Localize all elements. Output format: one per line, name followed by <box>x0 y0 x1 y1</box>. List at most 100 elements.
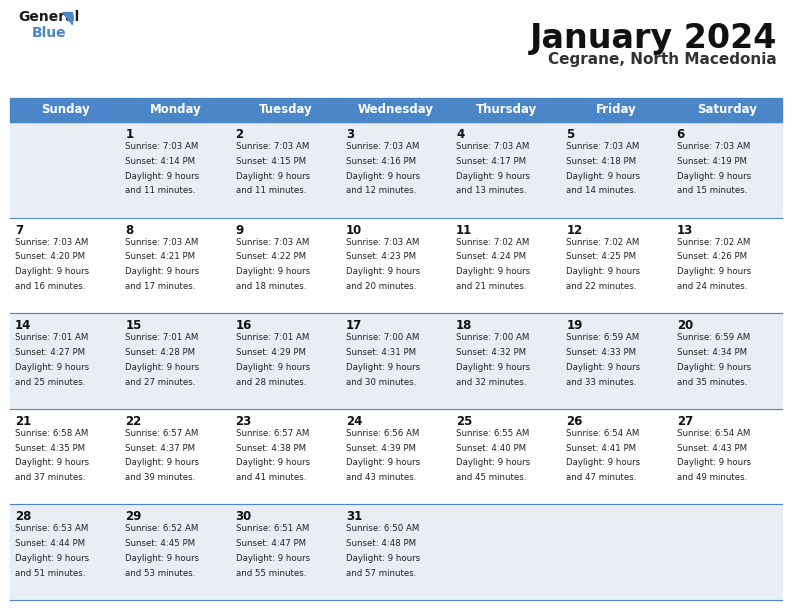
Text: and 51 minutes.: and 51 minutes. <box>15 569 86 578</box>
Text: Sunset: 4:19 PM: Sunset: 4:19 PM <box>676 157 747 166</box>
Text: Sunrise: 7:03 AM: Sunrise: 7:03 AM <box>456 142 530 151</box>
Text: Sunrise: 7:03 AM: Sunrise: 7:03 AM <box>235 142 309 151</box>
Text: 14: 14 <box>15 319 32 332</box>
Text: Sunrise: 7:00 AM: Sunrise: 7:00 AM <box>456 333 530 342</box>
Text: 19: 19 <box>566 319 583 332</box>
Text: 22: 22 <box>125 415 142 428</box>
Text: Daylight: 9 hours: Daylight: 9 hours <box>125 363 200 372</box>
Text: Sunset: 4:26 PM: Sunset: 4:26 PM <box>676 252 747 261</box>
Text: Sunset: 4:16 PM: Sunset: 4:16 PM <box>346 157 416 166</box>
Text: Daylight: 9 hours: Daylight: 9 hours <box>456 171 531 181</box>
Text: Daylight: 9 hours: Daylight: 9 hours <box>235 458 310 468</box>
Text: Sunrise: 6:59 AM: Sunrise: 6:59 AM <box>676 333 750 342</box>
Text: and 35 minutes.: and 35 minutes. <box>676 378 747 387</box>
Text: and 55 minutes.: and 55 minutes. <box>235 569 306 578</box>
Text: and 32 minutes.: and 32 minutes. <box>456 378 527 387</box>
Text: Sunrise: 7:01 AM: Sunrise: 7:01 AM <box>235 333 309 342</box>
Text: Sunrise: 6:59 AM: Sunrise: 6:59 AM <box>566 333 640 342</box>
Text: 23: 23 <box>235 415 252 428</box>
Text: 8: 8 <box>125 223 134 237</box>
Text: 13: 13 <box>676 223 693 237</box>
Text: Sunrise: 6:57 AM: Sunrise: 6:57 AM <box>235 429 309 438</box>
Text: Thursday: Thursday <box>476 103 537 116</box>
Text: and 12 minutes.: and 12 minutes. <box>346 187 417 195</box>
Text: Daylight: 9 hours: Daylight: 9 hours <box>125 267 200 276</box>
Text: Sunset: 4:44 PM: Sunset: 4:44 PM <box>15 539 85 548</box>
Bar <box>10 98 782 122</box>
Text: Sunset: 4:17 PM: Sunset: 4:17 PM <box>456 157 526 166</box>
Text: Sunrise: 6:58 AM: Sunrise: 6:58 AM <box>15 429 89 438</box>
Text: Sunrise: 7:02 AM: Sunrise: 7:02 AM <box>676 237 750 247</box>
Text: and 13 minutes.: and 13 minutes. <box>456 187 527 195</box>
Text: Daylight: 9 hours: Daylight: 9 hours <box>676 458 751 468</box>
Text: and 47 minutes.: and 47 minutes. <box>566 473 637 482</box>
Text: 25: 25 <box>456 415 473 428</box>
Text: Sunrise: 7:00 AM: Sunrise: 7:00 AM <box>346 333 419 342</box>
Text: 26: 26 <box>566 415 583 428</box>
Text: Sunrise: 6:51 AM: Sunrise: 6:51 AM <box>235 524 309 534</box>
Text: 27: 27 <box>676 415 693 428</box>
Text: and 27 minutes.: and 27 minutes. <box>125 378 196 387</box>
Text: Daylight: 9 hours: Daylight: 9 hours <box>15 363 89 372</box>
Text: Sunset: 4:24 PM: Sunset: 4:24 PM <box>456 252 526 261</box>
Text: Daylight: 9 hours: Daylight: 9 hours <box>15 458 89 468</box>
Text: Sunrise: 6:54 AM: Sunrise: 6:54 AM <box>676 429 750 438</box>
Text: Sunset: 4:33 PM: Sunset: 4:33 PM <box>566 348 637 357</box>
Text: Daylight: 9 hours: Daylight: 9 hours <box>346 363 420 372</box>
Text: Sunrise: 7:03 AM: Sunrise: 7:03 AM <box>346 237 419 247</box>
Text: Daylight: 9 hours: Daylight: 9 hours <box>125 554 200 563</box>
Text: and 43 minutes.: and 43 minutes. <box>346 473 417 482</box>
Text: Sunset: 4:27 PM: Sunset: 4:27 PM <box>15 348 85 357</box>
Text: Sunset: 4:28 PM: Sunset: 4:28 PM <box>125 348 196 357</box>
Bar <box>10 313 782 409</box>
Text: Sunrise: 7:01 AM: Sunrise: 7:01 AM <box>125 333 199 342</box>
Text: and 37 minutes.: and 37 minutes. <box>15 473 86 482</box>
Text: Monday: Monday <box>150 103 201 116</box>
Text: 4: 4 <box>456 128 464 141</box>
Text: Daylight: 9 hours: Daylight: 9 hours <box>676 363 751 372</box>
Text: Sunset: 4:48 PM: Sunset: 4:48 PM <box>346 539 416 548</box>
Text: Daylight: 9 hours: Daylight: 9 hours <box>235 363 310 372</box>
Text: and 25 minutes.: and 25 minutes. <box>15 378 86 387</box>
Text: Sunrise: 7:03 AM: Sunrise: 7:03 AM <box>125 237 199 247</box>
Text: Daylight: 9 hours: Daylight: 9 hours <box>346 267 420 276</box>
Text: and 57 minutes.: and 57 minutes. <box>346 569 417 578</box>
Text: Cegrane, North Macedonia: Cegrane, North Macedonia <box>548 52 777 67</box>
Text: and 30 minutes.: and 30 minutes. <box>346 378 417 387</box>
Text: Sunset: 4:38 PM: Sunset: 4:38 PM <box>235 444 306 453</box>
Text: Sunrise: 7:03 AM: Sunrise: 7:03 AM <box>346 142 419 151</box>
Text: Sunrise: 6:53 AM: Sunrise: 6:53 AM <box>15 524 89 534</box>
Text: and 22 minutes.: and 22 minutes. <box>566 282 637 291</box>
Text: Daylight: 9 hours: Daylight: 9 hours <box>125 458 200 468</box>
Text: Daylight: 9 hours: Daylight: 9 hours <box>566 171 641 181</box>
Text: Daylight: 9 hours: Daylight: 9 hours <box>346 554 420 563</box>
Text: and 16 minutes.: and 16 minutes. <box>15 282 86 291</box>
Bar <box>10 504 782 600</box>
Text: and 14 minutes.: and 14 minutes. <box>566 187 637 195</box>
Text: and 20 minutes.: and 20 minutes. <box>346 282 417 291</box>
Text: Daylight: 9 hours: Daylight: 9 hours <box>346 458 420 468</box>
Text: Sunset: 4:15 PM: Sunset: 4:15 PM <box>235 157 306 166</box>
Text: General: General <box>18 10 79 24</box>
Text: 2: 2 <box>235 128 244 141</box>
Text: and 39 minutes.: and 39 minutes. <box>125 473 196 482</box>
Text: Daylight: 9 hours: Daylight: 9 hours <box>566 267 641 276</box>
Bar <box>10 122 782 218</box>
Text: Sunset: 4:25 PM: Sunset: 4:25 PM <box>566 252 637 261</box>
Text: Sunset: 4:18 PM: Sunset: 4:18 PM <box>566 157 637 166</box>
Text: 28: 28 <box>15 510 32 523</box>
Text: Daylight: 9 hours: Daylight: 9 hours <box>676 171 751 181</box>
Text: and 53 minutes.: and 53 minutes. <box>125 569 196 578</box>
Text: Sunrise: 6:55 AM: Sunrise: 6:55 AM <box>456 429 530 438</box>
Text: Sunrise: 7:03 AM: Sunrise: 7:03 AM <box>676 142 750 151</box>
Text: 9: 9 <box>235 223 244 237</box>
Text: Sunset: 4:29 PM: Sunset: 4:29 PM <box>235 348 306 357</box>
Text: Sunrise: 6:50 AM: Sunrise: 6:50 AM <box>346 524 419 534</box>
Text: 1: 1 <box>125 128 133 141</box>
Text: 5: 5 <box>566 128 575 141</box>
Text: Sunset: 4:32 PM: Sunset: 4:32 PM <box>456 348 526 357</box>
Text: Daylight: 9 hours: Daylight: 9 hours <box>15 267 89 276</box>
Text: and 45 minutes.: and 45 minutes. <box>456 473 527 482</box>
Text: 12: 12 <box>566 223 583 237</box>
Text: and 17 minutes.: and 17 minutes. <box>125 282 196 291</box>
